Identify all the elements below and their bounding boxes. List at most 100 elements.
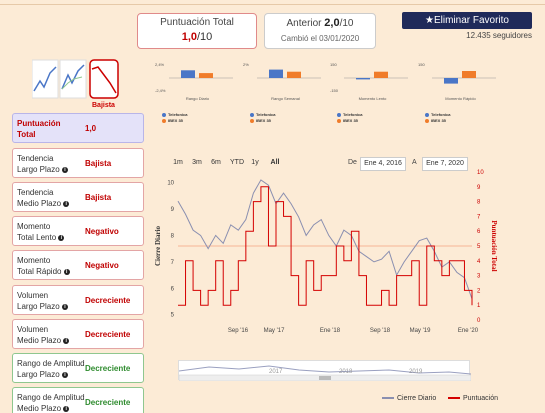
navigator-tick: 2017 (269, 369, 283, 375)
y-right-tick: 4 (477, 259, 481, 265)
bar-legend-b: IBEX 35 (337, 118, 358, 123)
bar-ymax: 150 (418, 62, 425, 67)
x-tick: Sep '16 (228, 328, 249, 334)
bar-0-0 (181, 70, 195, 78)
indicator-value: 1,0 (85, 124, 97, 133)
indicator-card[interactable]: Rango de Amplitud Medio Plazo i Decrecien… (12, 387, 144, 413)
date-from-label: De (348, 159, 357, 166)
x-tick: May '17 (264, 328, 285, 334)
bar-plot (169, 70, 233, 79)
y-right-tick: 2 (477, 288, 481, 294)
indicator-label: Tendencia Largo Plazo i (17, 153, 87, 175)
y-left-tick: 6 (171, 286, 175, 292)
bar-caption: Momento Lento (358, 96, 387, 101)
y-left-tick: 8 (171, 233, 175, 239)
indicator-label: Rango de Amplitud Medio Plazo i (17, 393, 85, 413)
followers-count: 12.435 seguidores (466, 31, 532, 40)
legend-price[interactable]: Cierre Diario (382, 395, 436, 402)
y-right-tick: 8 (477, 200, 481, 206)
indicator-label: Volumen Medio Plazo i (17, 324, 87, 346)
indicator-value: Decreciente (85, 330, 131, 339)
indicator-value: Bajista (85, 159, 112, 168)
remove-favorite-button[interactable]: ★Eliminar Favorito (402, 12, 532, 29)
bar-1-0 (269, 69, 283, 78)
indicator-card[interactable]: Momento Total Lento i Negativo (12, 216, 144, 246)
trend-selected-label: Bajista (92, 102, 115, 109)
bar-1-1 (287, 71, 301, 78)
bar-ymax: 2,4% (155, 62, 165, 67)
main-chart: 5 6 7 8 9 10 0 1 2 3 4 5 6 7 8 9 10 Sep '16 May '17 Ene '18… (154, 170, 512, 334)
total-score-title: Puntuación Total (160, 17, 234, 28)
previous-score-date: Cambió el 03/01/2020 (280, 34, 360, 43)
indicator-card[interactable]: Volumen Medio Plazo i Decreciente (12, 319, 144, 349)
info-icon[interactable]: i (61, 371, 68, 378)
indicator-label: Momento Total Lento i (17, 221, 87, 243)
indicator-label: Tendencia Medio Plazo i (17, 187, 87, 209)
bar-ymin: -150 (330, 88, 339, 93)
x-tick: Ene '20 (458, 328, 479, 334)
y-right-label: Puntuación Total (490, 220, 498, 271)
y-right-tick: 10 (477, 170, 484, 176)
info-icon[interactable]: i (61, 166, 68, 173)
y-left-label: Cierre Diario (154, 225, 162, 266)
indicator-label: Volumen Largo Plazo i (17, 290, 87, 312)
bar-2-0 (356, 78, 370, 80)
date-to-label: A (412, 159, 417, 166)
total-score-value: 1,0/10 (181, 31, 213, 43)
bar-0-1 (199, 73, 213, 78)
bar-chart-2: 150 -150 Momento Lento Telefonica IBEX 3… (330, 60, 415, 123)
navigator-graphic: 2017201820192020 (178, 365, 493, 382)
indicator-card[interactable]: Volumen Largo Plazo i Decreciente (12, 285, 144, 315)
indicator-label: Rango de Amplitud Largo Plazo i (17, 359, 85, 379)
info-icon[interactable]: i (61, 303, 68, 310)
x-tick: May '19 (410, 328, 431, 334)
trend-icons-graphic (32, 59, 119, 99)
range-button-all[interactable]: All (270, 159, 280, 166)
x-tick: Ene '18 (320, 328, 341, 334)
bar-3-1 (462, 71, 476, 78)
indicator-card[interactable]: Puntuación Total 1,0 (12, 113, 144, 143)
info-icon[interactable]: i (63, 405, 70, 412)
range-button-1y[interactable]: 1y (251, 159, 259, 166)
x-tick: Sep '18 (370, 328, 391, 334)
indicator-label: Puntuación Total (17, 119, 61, 139)
y-left-tick: 9 (171, 207, 175, 213)
indicator-card[interactable]: Tendencia Medio Plazo i Bajista (12, 182, 144, 212)
bar-chart-1: 2% Rango Semanal Telefonica IBEX 35 (243, 60, 328, 123)
navigator-tick: 2019 (409, 369, 423, 375)
bar-legend-b: IBEX 35 (162, 118, 183, 123)
info-icon[interactable]: i (63, 268, 70, 275)
chart-navigator[interactable]: 2017201820192020 (178, 360, 493, 382)
legend-score[interactable]: Puntuación (448, 395, 498, 402)
date-from-input[interactable]: Ene 4, 2016 (360, 157, 406, 171)
y-left-tick: 5 (171, 313, 175, 319)
range-button-ytd[interactable]: YTD (230, 159, 244, 166)
date-to-input[interactable]: Ene 7, 2020 (422, 157, 468, 171)
bar-plot (432, 71, 496, 84)
navigator-tick: 2018 (339, 369, 353, 375)
previous-score: Anterior 2,0/10 (286, 17, 354, 29)
range-button-3m[interactable]: 3m (192, 159, 202, 166)
indicator-value: Negativo (85, 261, 119, 270)
range-button-1m[interactable]: 1m (173, 159, 183, 166)
bar-plot (344, 71, 408, 80)
header-rule (0, 4, 545, 5)
bar-legend-b: IBEX 35 (250, 118, 271, 123)
indicator-value: Decreciente (85, 364, 131, 373)
info-icon[interactable]: i (63, 337, 70, 344)
bar-chart-0: 2,4% -2,4% Rango Diario Telefonica IBEX … (155, 60, 240, 123)
info-icon[interactable]: i (63, 200, 70, 207)
bar-caption: Momento Rápido (445, 96, 476, 101)
range-button-6m[interactable]: 6m (211, 159, 221, 166)
y-right-tick: 7 (477, 214, 481, 220)
bar-ymin: -2,4% (155, 88, 166, 93)
bar-2-1 (374, 71, 388, 78)
indicator-card[interactable]: Tendencia Largo Plazo i Bajista (12, 148, 144, 178)
score-swatch (448, 397, 460, 400)
indicator-label: Momento Total Rápido i (17, 255, 87, 277)
info-icon[interactable]: i (58, 234, 65, 241)
indicator-card[interactable]: Momento Total Rápido i Negativo (12, 250, 144, 280)
indicator-value: Bajista (85, 193, 112, 202)
bar-ymax: 150 (330, 62, 337, 67)
indicator-card[interactable]: Rango de Amplitud Largo Plazo i Decrecien… (12, 353, 144, 383)
